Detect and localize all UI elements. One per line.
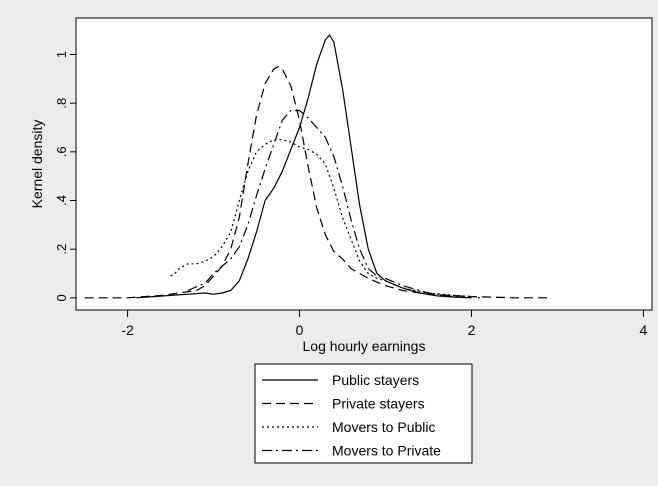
y-axis-title: Kernel density — [29, 120, 45, 209]
x-axis-title: Log hourly earnings — [303, 338, 426, 354]
series-line-3 — [170, 139, 481, 299]
x-axis: -2 0 2 4 — [121, 310, 648, 338]
legend-items: Public stayers Private stayers Movers to P… — [262, 372, 441, 459]
legend-label-1: Public stayers — [332, 372, 419, 388]
legend-label-4: Movers to Private — [332, 443, 441, 459]
legend-label-3: Movers to Public — [332, 419, 435, 435]
y-tick-label: 0 — [54, 294, 69, 301]
plot-area — [75, 17, 653, 311]
series-line-4 — [187, 109, 472, 299]
legend-label-2: Private stayers — [332, 396, 425, 412]
y-tick-label: .4 — [54, 195, 69, 206]
legend: Public stayers Private stayers Movers to P… — [254, 363, 473, 464]
x-tick-label: -2 — [121, 322, 134, 338]
y-tick-label: 1 — [54, 51, 69, 58]
x-tick-label: 4 — [640, 322, 648, 338]
x-tick-label: 2 — [468, 322, 476, 338]
y-tick-label: .6 — [54, 146, 69, 157]
series-line-2 — [84, 66, 549, 299]
y-tick-label: .2 — [54, 244, 69, 255]
x-tick-label: 0 — [296, 322, 304, 338]
series-layer — [84, 34, 549, 299]
y-axis: 0 .2 .4 .6 .8 1 — [54, 51, 76, 301]
y-tick-label: .8 — [54, 98, 69, 109]
series-line-1 — [136, 34, 472, 299]
